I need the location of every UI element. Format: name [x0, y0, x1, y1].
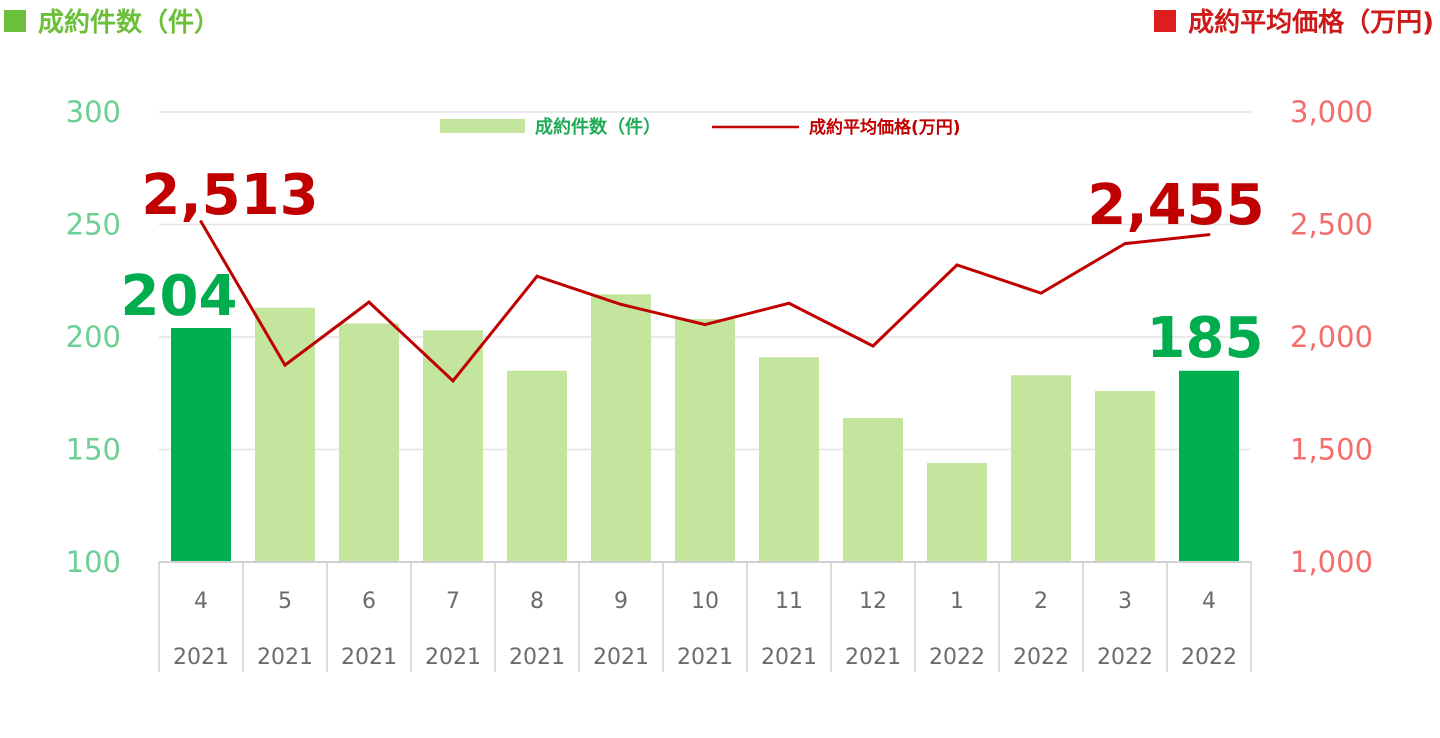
right-axis-title-text: 成約平均価格（万円): [1188, 8, 1434, 38]
price-data-label-first: 2,513: [141, 163, 318, 228]
left-tick-label: 100: [66, 545, 121, 579]
price-point: [199, 220, 203, 224]
month-label: 3: [1118, 589, 1132, 614]
bar: [507, 370, 567, 562]
price-point: [787, 301, 791, 305]
price-point: [535, 274, 539, 278]
green-square-icon: [4, 9, 26, 32]
price-point: [955, 263, 959, 267]
left-tick-label: 250: [66, 208, 121, 242]
month-label: 6: [362, 589, 376, 614]
left-axis-title: 成約件数（件）: [4, 2, 220, 39]
price-point: [703, 323, 707, 327]
left-tick-label: 200: [66, 320, 121, 354]
month-label: 9: [614, 589, 628, 614]
left-tick-label: 300: [66, 95, 121, 129]
right-axis-title: 成約平均価格（万円): [1154, 2, 1434, 39]
month-label: 5: [278, 589, 292, 614]
price-point: [1123, 242, 1127, 246]
year-label: 2022: [929, 645, 985, 670]
left-axis-title-text: 成約件数（件）: [38, 8, 221, 38]
price-point: [871, 344, 875, 348]
month-label: 8: [530, 589, 544, 614]
year-label: 2022: [1181, 645, 1237, 670]
year-label: 2022: [1013, 645, 1069, 670]
year-label: 2021: [593, 645, 649, 670]
right-tick-label: 2,500: [1290, 208, 1373, 242]
legend-bar-label: 成約件数（件）: [535, 116, 661, 138]
year-label: 2022: [1097, 645, 1153, 670]
bar: [423, 330, 483, 562]
month-label: 1: [950, 589, 964, 614]
count-data-label-last: 185: [1147, 306, 1264, 371]
right-tick-label: 1,000: [1290, 545, 1373, 579]
month-label: 11: [775, 589, 803, 614]
left-tick-label: 150: [66, 433, 121, 467]
right-tick-label: 3,000: [1290, 95, 1373, 129]
bar: [339, 323, 399, 562]
right-tick-label: 2,000: [1290, 320, 1373, 354]
price-point: [367, 300, 371, 304]
bar: [171, 328, 231, 562]
bar: [927, 463, 987, 562]
legend-bar-swatch: [440, 119, 525, 133]
year-label: 2021: [341, 645, 397, 670]
month-label: 4: [194, 589, 208, 614]
year-label: 2021: [257, 645, 313, 670]
year-label: 2021: [677, 645, 733, 670]
count-data-label-first: 204: [121, 264, 238, 329]
right-tick-label: 1,500: [1290, 433, 1373, 467]
year-label: 2021: [425, 645, 481, 670]
price-data-label-last: 2,455: [1087, 173, 1264, 238]
month-label: 2: [1034, 589, 1048, 614]
price-point: [619, 302, 623, 306]
year-label: 2021: [173, 645, 229, 670]
month-label: 7: [446, 589, 460, 614]
price-point: [283, 363, 287, 367]
bar: [1095, 391, 1155, 562]
bar: [1011, 375, 1071, 562]
bar: [675, 319, 735, 562]
month-label: 12: [859, 589, 887, 614]
legend-line-label: 成約平均価格(万円): [809, 117, 961, 138]
year-label: 2021: [845, 645, 901, 670]
bar: [255, 307, 315, 562]
price-point: [1039, 291, 1043, 295]
price-point: [451, 379, 455, 383]
year-label: 2021: [509, 645, 565, 670]
month-label: 4: [1202, 589, 1216, 614]
red-square-icon: [1154, 9, 1177, 32]
bar: [591, 294, 651, 562]
bar: [759, 357, 819, 562]
year-label: 2021: [761, 645, 817, 670]
bar: [1179, 370, 1239, 562]
bar: [843, 418, 903, 562]
price-point: [1207, 233, 1211, 237]
month-label: 10: [691, 589, 719, 614]
